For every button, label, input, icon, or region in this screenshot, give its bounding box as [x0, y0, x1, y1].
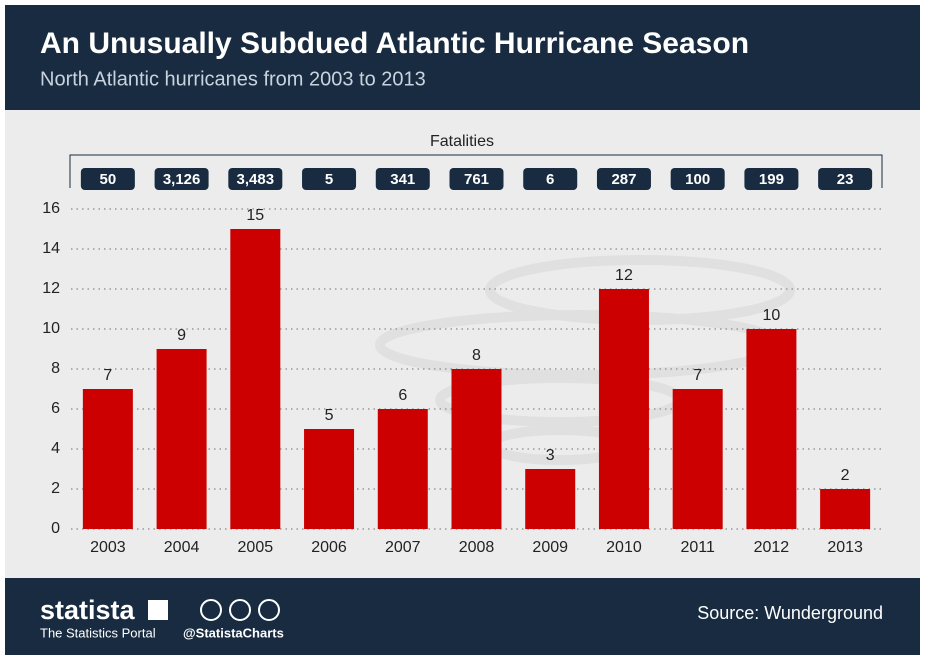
- fatality-label: 3,483: [237, 171, 275, 188]
- x-tick-label: 2010: [606, 539, 642, 556]
- brand: statista: [40, 595, 136, 625]
- x-tick-label: 2004: [164, 539, 200, 556]
- y-tick-label: 6: [51, 400, 60, 417]
- y-tick-label: 12: [42, 280, 60, 297]
- tagline: The Statistics Portal: [40, 625, 156, 640]
- x-tick-label: 2012: [754, 539, 790, 556]
- bar: [451, 369, 502, 529]
- fatalities-bracket: [69, 154, 883, 188]
- data-label: 12: [615, 267, 633, 284]
- y-tick-label: 10: [42, 320, 60, 337]
- fatality-pill: [154, 168, 209, 190]
- fatality-label: 6: [546, 171, 554, 188]
- header-background: [5, 5, 920, 110]
- fatality-label: 23: [837, 171, 854, 188]
- fatality-pill: [302, 168, 357, 190]
- fatality-label: 287: [611, 171, 636, 188]
- data-label: 8: [472, 347, 481, 364]
- bar: [525, 469, 576, 529]
- fatality-pill: [744, 168, 799, 190]
- y-tick-label: 16: [42, 200, 60, 217]
- handle: @StatistaCharts: [183, 625, 284, 640]
- fatality-pill: [670, 168, 725, 190]
- fatality-label: 50: [100, 171, 117, 188]
- data-label: 3: [546, 447, 555, 464]
- bar: [82, 389, 133, 529]
- fatality-pill: [80, 168, 135, 190]
- fatality-label: 5: [325, 171, 333, 188]
- brand-logo: [148, 600, 168, 620]
- x-tick-label: 2005: [238, 539, 274, 556]
- bar: [304, 429, 355, 529]
- bar: [820, 489, 871, 529]
- license-icons: [200, 599, 280, 621]
- fatality-label: 3,126: [163, 171, 201, 188]
- y-tick-label: 14: [42, 240, 60, 257]
- data-label: 5: [325, 407, 334, 424]
- bar: [746, 329, 797, 529]
- fatality-label: 199: [759, 171, 784, 188]
- x-tick-label: 2008: [459, 539, 495, 556]
- fatality-pill: [228, 168, 283, 190]
- data-label: 7: [103, 367, 112, 384]
- bar: [672, 389, 723, 529]
- data-label: 15: [246, 207, 264, 224]
- bar: [377, 409, 428, 529]
- bar: [156, 349, 207, 529]
- bar: [230, 229, 281, 529]
- x-tick-label: 2006: [311, 539, 347, 556]
- y-tick-label: 0: [51, 520, 60, 537]
- fatalities-title: Fatalities: [430, 133, 494, 150]
- fatality-label: 100: [685, 171, 710, 188]
- fatality-pill: [596, 168, 651, 190]
- x-tick-label: 2003: [90, 539, 126, 556]
- x-tick-label: 2011: [680, 539, 715, 556]
- fatality-label: 341: [390, 171, 415, 188]
- fatality-pill: [523, 168, 578, 190]
- y-tick-label: 4: [51, 440, 60, 457]
- x-tick-label: 2009: [532, 539, 568, 556]
- y-tick-label: 2: [51, 480, 60, 497]
- fatality-pill: [449, 168, 504, 190]
- chart-subtitle: North Atlantic hurricanes from 2003 to 2…: [40, 68, 426, 90]
- x-tick-label: 2007: [385, 539, 421, 556]
- source: Source: Wunderground: [697, 603, 883, 623]
- data-label: 9: [177, 327, 186, 344]
- y-tick-label: 8: [51, 360, 60, 377]
- data-label: 7: [693, 367, 702, 384]
- data-label: 6: [398, 387, 407, 404]
- data-label: 2: [841, 467, 850, 484]
- fatality-pill: [375, 168, 430, 190]
- fatality-label: 761: [464, 171, 489, 188]
- bar: [598, 289, 649, 529]
- data-label: 10: [763, 307, 781, 324]
- x-tick-label: 2013: [827, 539, 863, 556]
- chart-title: An Unusually Subdued Atlantic Hurricane …: [40, 27, 749, 60]
- fatality-pill: [818, 168, 873, 190]
